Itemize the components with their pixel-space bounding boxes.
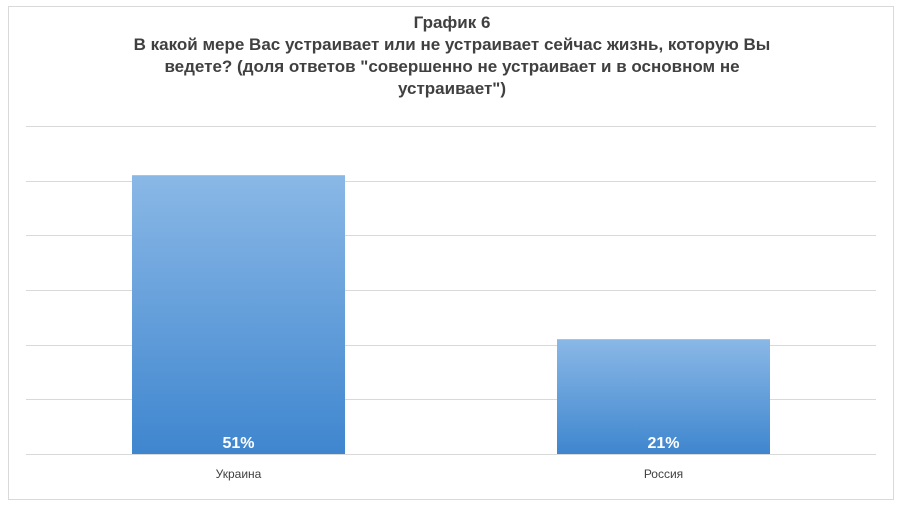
chart-subtitle-line-3: устраивает") [397, 79, 507, 98]
chart-subtitle-line-1: В какой мере Вас устраивает или не устра… [133, 35, 771, 54]
category-label: Россия [644, 467, 683, 481]
chart-subtitle-line-2: ведете? (доля ответов "совершенно не уст… [164, 57, 740, 76]
bar-1 [132, 175, 345, 454]
chart-title-block: График 6 В какой мере Вас устраивает или… [99, 12, 805, 100]
data-label: 21% [647, 435, 679, 452]
bar-2 [557, 339, 770, 454]
bars [132, 175, 770, 454]
category-label: Украина [216, 467, 262, 481]
labels: 51% Украина 21% Россия [216, 435, 684, 481]
chart-title: График 6 [413, 13, 491, 32]
data-label: 51% [222, 435, 254, 452]
